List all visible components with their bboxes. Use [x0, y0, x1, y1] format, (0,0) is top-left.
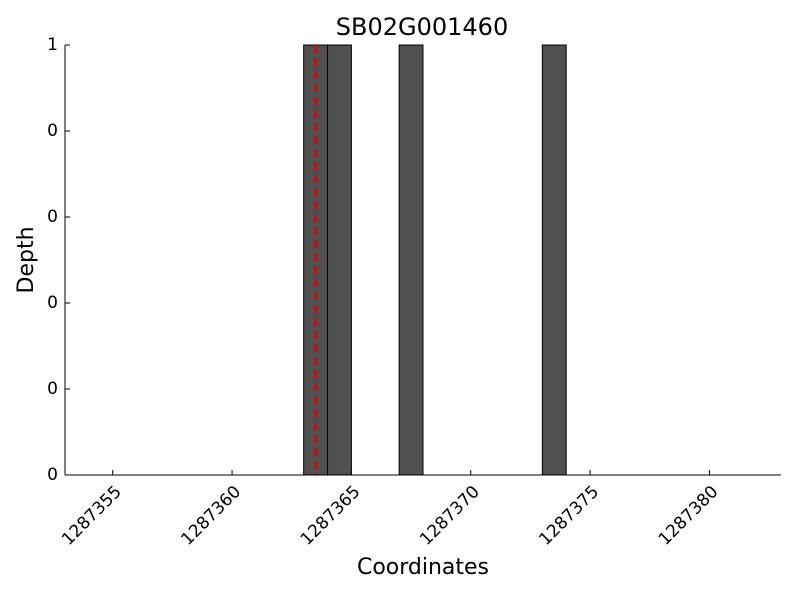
bar [398, 44, 424, 476]
x-tick-label: 1287360 [177, 482, 245, 550]
x-tick-label: 1287370 [416, 482, 484, 550]
x-tick-label: 1287375 [535, 482, 603, 550]
y-tick-label: 0 [47, 121, 58, 141]
bar [327, 44, 352, 476]
x-axis-label: Coordinates [357, 555, 489, 580]
y-tick-label: 0 [47, 207, 58, 227]
y-tick-label: 0 [47, 293, 58, 313]
x-tick-label: 1287380 [655, 482, 723, 550]
y-axis-label: Depth [14, 226, 39, 293]
y-tick-label: 1 [47, 35, 58, 55]
x-tick-label: 1287365 [297, 482, 365, 550]
y-tick-label: 0 [47, 379, 58, 399]
x-tick-label: 1287355 [58, 482, 126, 550]
bar [541, 44, 567, 476]
y-tick-label: 0 [47, 465, 58, 485]
chart-title: SB02G001460 [336, 13, 508, 41]
